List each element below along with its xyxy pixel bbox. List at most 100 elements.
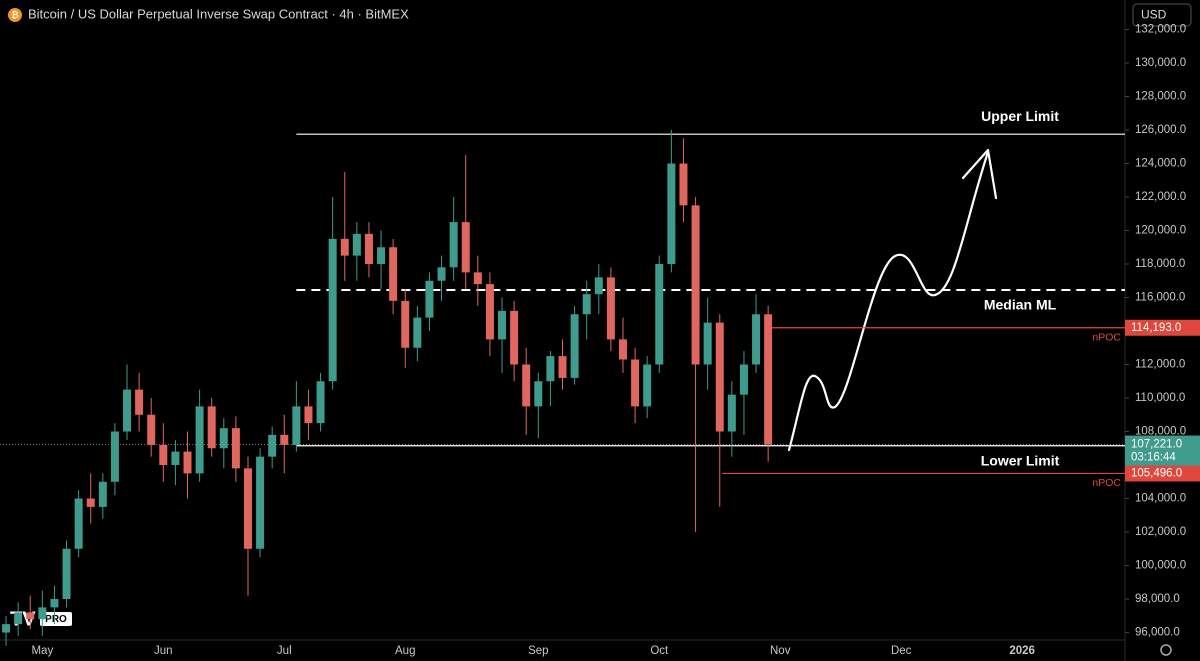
y-tick-label: 112,000.0: [1135, 359, 1185, 371]
candle-body: [473, 272, 482, 285]
x-tick-label: Jun: [154, 645, 173, 657]
logo-badge: [40, 612, 72, 626]
candle-body: [2, 624, 11, 633]
candle-body: [352, 233, 361, 256]
y-tick-label: 104,000.0: [1135, 493, 1186, 505]
y-tick-label: 130,000.0: [1135, 57, 1186, 69]
candle-body: [389, 247, 398, 301]
candle-body: [183, 451, 192, 474]
settings-button[interactable]: [1160, 644, 1172, 656]
candle-body: [231, 428, 240, 469]
candle-body: [618, 339, 627, 360]
candle-body: [14, 612, 23, 625]
x-tick-label: May: [31, 645, 53, 657]
y-tick-label: 100,000.0: [1135, 560, 1186, 572]
chart-title: Bitcoin / US Dollar Perpetual Inverse Sw…: [28, 6, 409, 21]
candle-body: [86, 498, 95, 507]
logo-mark: TV: [10, 608, 36, 630]
npoc-price-label: 105,496.0: [1131, 467, 1182, 479]
npoc-price-tag: [1125, 319, 1200, 336]
x-tick-label: Nov: [770, 645, 791, 657]
candle-body: [425, 280, 434, 318]
currency-button[interactable]: [1132, 3, 1192, 27]
candle-body: [667, 163, 676, 264]
candle-body: [582, 294, 591, 315]
countdown-label: 03:16:44: [1131, 452, 1176, 464]
candle-body: [510, 310, 519, 365]
candle-body: [74, 498, 83, 549]
candle-body: [243, 468, 252, 549]
candle-body: [679, 163, 688, 206]
candle-body: [655, 263, 664, 365]
candle-body: [328, 238, 337, 382]
y-tick-label: 132,000.0: [1135, 24, 1186, 36]
candle-body: [207, 406, 216, 449]
candle-body: [62, 548, 71, 600]
x-tick-label: Dec: [891, 645, 912, 657]
x-tick-label: 2026: [1009, 645, 1035, 657]
candle-body: [135, 389, 144, 415]
y-tick-label: 128,000.0: [1135, 91, 1186, 103]
candle-body: [461, 222, 470, 273]
candle-body: [171, 451, 180, 466]
candle-body: [727, 394, 736, 432]
candle-body: [449, 222, 458, 268]
candle-body: [631, 359, 640, 407]
candle-body: [437, 267, 446, 281]
candle-body: [123, 389, 132, 432]
candle-body: [498, 310, 507, 340]
candle-body: [594, 277, 603, 295]
candle-body: [340, 238, 349, 256]
x-tick-label: Oct: [650, 645, 669, 657]
candle-body: [570, 314, 579, 378]
candle-body: [26, 612, 35, 620]
candle-body: [98, 481, 107, 507]
npoc-price-label: 114,193.0: [1131, 322, 1181, 334]
candle-body: [316, 381, 325, 424]
y-tick-label: 122,000.0: [1135, 191, 1186, 203]
y-tick-label: 108,000.0: [1135, 426, 1186, 438]
projection-path: [787, 150, 990, 452]
candle-body: [364, 233, 373, 264]
last-price-label: 107,221.0: [1131, 439, 1182, 451]
y-tick-label: 110,000.0: [1135, 392, 1185, 404]
y-tick-label: 116,000.0: [1135, 292, 1185, 304]
currency-label[interactable]: USD: [1141, 8, 1167, 22]
candle-body: [377, 247, 386, 264]
candle-body: [401, 300, 410, 348]
x-tick-label: Aug: [395, 645, 415, 657]
candle-body: [752, 314, 761, 365]
logo-text: PRO: [45, 614, 67, 625]
candle-body: [147, 414, 156, 445]
symbol-icon: [8, 8, 22, 22]
candle-body: [304, 406, 313, 424]
y-tick-label: 120,000.0: [1135, 225, 1186, 237]
symbol-icon-glyph: ₿: [11, 10, 18, 20]
candle-body: [110, 431, 119, 482]
y-tick-label: 96,000.0: [1135, 627, 1180, 639]
candle-body: [219, 428, 228, 449]
level-label: Lower Limit: [981, 452, 1060, 468]
candle-body: [50, 599, 59, 608]
projection-arrowhead: [961, 148, 998, 200]
candle-body: [703, 322, 712, 365]
x-tick-label: Jul: [277, 645, 292, 657]
candle-body: [522, 364, 531, 407]
npoc-price-tag: [1125, 465, 1200, 482]
candle-body: [256, 456, 265, 549]
y-tick-label: 102,000.0: [1135, 526, 1186, 538]
y-tick-label: 124,000.0: [1135, 158, 1186, 170]
candle-body: [195, 406, 204, 474]
y-tick-label: 126,000.0: [1135, 124, 1186, 136]
last-price-tag: [1125, 435, 1200, 466]
candle-body: [159, 444, 168, 466]
candle-body: [643, 364, 652, 407]
x-tick-label: Sep: [528, 645, 548, 657]
npoc-label: nPOC: [1092, 332, 1121, 344]
candle-body: [739, 364, 748, 395]
candle-body: [292, 406, 301, 445]
candle-body: [715, 322, 724, 432]
